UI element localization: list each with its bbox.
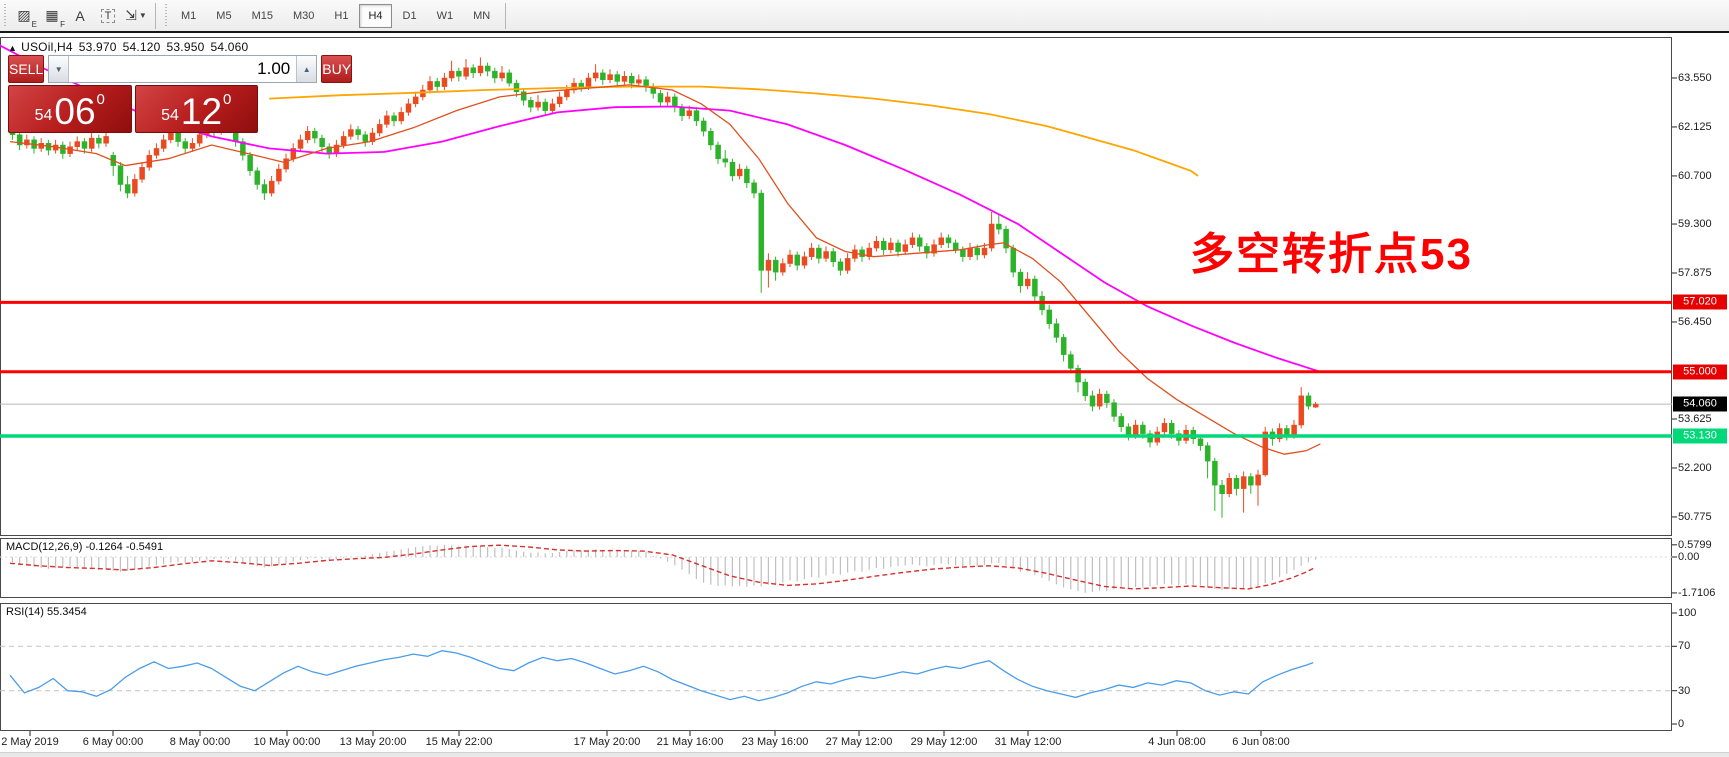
price-badge: 55.000 [1673, 364, 1727, 380]
price-badge: 53.130 [1673, 428, 1727, 444]
buy-price-pips: 12 [180, 90, 223, 132]
macd-signal-line [9, 544, 1314, 590]
volume-decrease-button[interactable]: ▼ [49, 56, 70, 82]
arrows-dropdown-icon[interactable]: ⇲ ▼ [125, 7, 147, 23]
price-badge: 57.020 [1673, 294, 1727, 310]
price-high: 54.120 [122, 40, 161, 54]
price-close: 54.060 [210, 40, 249, 54]
volume-box: ▼ ▲ [48, 55, 318, 83]
price-tick-label: 50.775 [1678, 510, 1712, 523]
window-bottom-edge [0, 752, 1729, 757]
tf-button-h1[interactable]: H1 [334, 9, 349, 22]
buy-button[interactable]: BUY [321, 55, 353, 83]
panel-frames [0, 37, 1672, 731]
macd-tick-label: 0.5799 [1678, 538, 1712, 551]
price-badge: 54.060 [1673, 396, 1727, 412]
rsi-tick-label: 30 [1678, 684, 1691, 697]
date-tick-label: 10 May 00:00 [253, 736, 321, 748]
symbol-name: USOil,H4 [21, 40, 73, 54]
toolbar-separator [505, 2, 507, 29]
tf-button-h4[interactable]: H4 [359, 3, 392, 28]
date-tick-label: 31 May 12:00 [994, 736, 1062, 748]
price-tick-label: 63.550 [1678, 72, 1712, 84]
tf-button-w1[interactable]: W1 [436, 9, 454, 22]
price-low: 53.950 [166, 40, 205, 54]
volume-input[interactable] [69, 56, 297, 82]
tf-button-m15[interactable]: M15 [251, 9, 273, 22]
rsi-tick-label: 100 [1678, 607, 1697, 619]
rsi-layer [0, 645, 1672, 702]
tf-button-m1[interactable]: M1 [181, 9, 197, 22]
price-tick-label: 57.875 [1678, 266, 1712, 279]
macd-tick-label: 0.00 [1678, 551, 1700, 563]
sell-price-pipette: 0 [96, 91, 105, 108]
tf-button-mn[interactable]: MN [473, 9, 491, 22]
price-tick-label: 56.450 [1678, 315, 1712, 328]
macd-layer [0, 544, 1672, 593]
fibonacci-grid-icon[interactable]: ▦ F [45, 7, 65, 29]
macd-indicator-label: MACD(12,26,9) -0.1264 -0.5491 [6, 541, 164, 553]
rsi-line [9, 650, 1314, 702]
toolbar-separator [155, 2, 156, 29]
date-tick-label: 13 May 20:00 [339, 736, 407, 748]
timeframe-toolbar: M1 M5 M15 M30 H1 H4 D1 W1 MN [171, 3, 500, 28]
date-tick-label: 8 May 00:00 [169, 736, 231, 748]
text-icon[interactable]: A [75, 7, 85, 24]
tf-button-m5[interactable]: M5 [216, 9, 232, 22]
drawing-toolbar: ▨ E ▦ F A T ⇲ ▼ [10, 3, 150, 29]
date-tick-label: 2 May 2019 [1, 736, 59, 748]
rsi-indicator-label: RSI(14) 55.3454 [6, 606, 87, 618]
sell-button[interactable]: SELL [8, 55, 45, 83]
date-tick-label: 15 May 22:00 [425, 736, 493, 748]
date-tick-label: 21 May 16:00 [656, 736, 724, 748]
date-tick-label: 17 May 20:00 [573, 736, 641, 748]
price-tick-label: 62.125 [1678, 120, 1712, 133]
hatch-pattern-icon[interactable]: ▨ E [17, 7, 37, 29]
price-tick-label: 60.700 [1678, 169, 1712, 182]
collapse-panel-icon[interactable]: ▲ [8, 43, 18, 53]
axis-ticks [29, 77, 1677, 736]
date-tick-label: 6 Jun 08:00 [1232, 736, 1290, 748]
sell-price-pips: 06 [54, 90, 96, 132]
price-tick-label: 52.200 [1678, 461, 1712, 474]
text-label-icon[interactable]: T [94, 3, 122, 29]
horizontal-levels-layer [0, 300, 1672, 438]
volume-increase-button[interactable]: ▲ [296, 56, 317, 82]
rsi-tick-label: 70 [1678, 640, 1691, 653]
date-tick-label: 23 May 16:00 [741, 736, 809, 748]
date-tick-label: 29 May 12:00 [910, 736, 978, 748]
toolbar-grip[interactable] [2, 3, 7, 28]
price-open: 53.970 [78, 40, 117, 54]
symbol-info-bar: ▲ USOil,H4 53.970 54.120 53.950 54.060 [8, 40, 254, 54]
sell-price-int: 54 [34, 107, 53, 124]
toolbar: ▨ E ▦ F A T ⇲ ▼ M1 M5 M15 M30 H1 H4 D1 W1 MN [0, 0, 1729, 33]
ma-fast-orangered [9, 84, 1321, 455]
tf-button-m30[interactable]: M30 [292, 9, 315, 22]
date-tick-label: 4 Jun 08:00 [1148, 736, 1206, 748]
price-tick-label: 59.300 [1678, 218, 1712, 231]
chart-text-annotation: 多空转折点53 [1190, 230, 1473, 279]
price-tick-label: 53.625 [1678, 413, 1712, 426]
tf-button-d1[interactable]: D1 [402, 9, 417, 22]
buy-price-int: 54 [161, 107, 179, 124]
buy-price-tile[interactable]: 54 12 0 [134, 85, 258, 133]
macd-tick-label: -1.7106 [1678, 586, 1716, 599]
date-tick-label: 6 May 00:00 [82, 736, 144, 748]
ma-slow-orange [269, 85, 1199, 177]
one-click-trading-panel: SELL ▼ ▲ BUY 54 06 0 54 12 0 [8, 55, 353, 133]
rsi-tick-label: 0 [1678, 718, 1685, 730]
toolbar-grip[interactable] [163, 3, 168, 28]
sell-price-tile[interactable]: 54 06 0 [8, 85, 132, 133]
date-tick-label: 27 May 12:00 [825, 736, 893, 748]
buy-price-pipette: 0 [223, 91, 232, 108]
